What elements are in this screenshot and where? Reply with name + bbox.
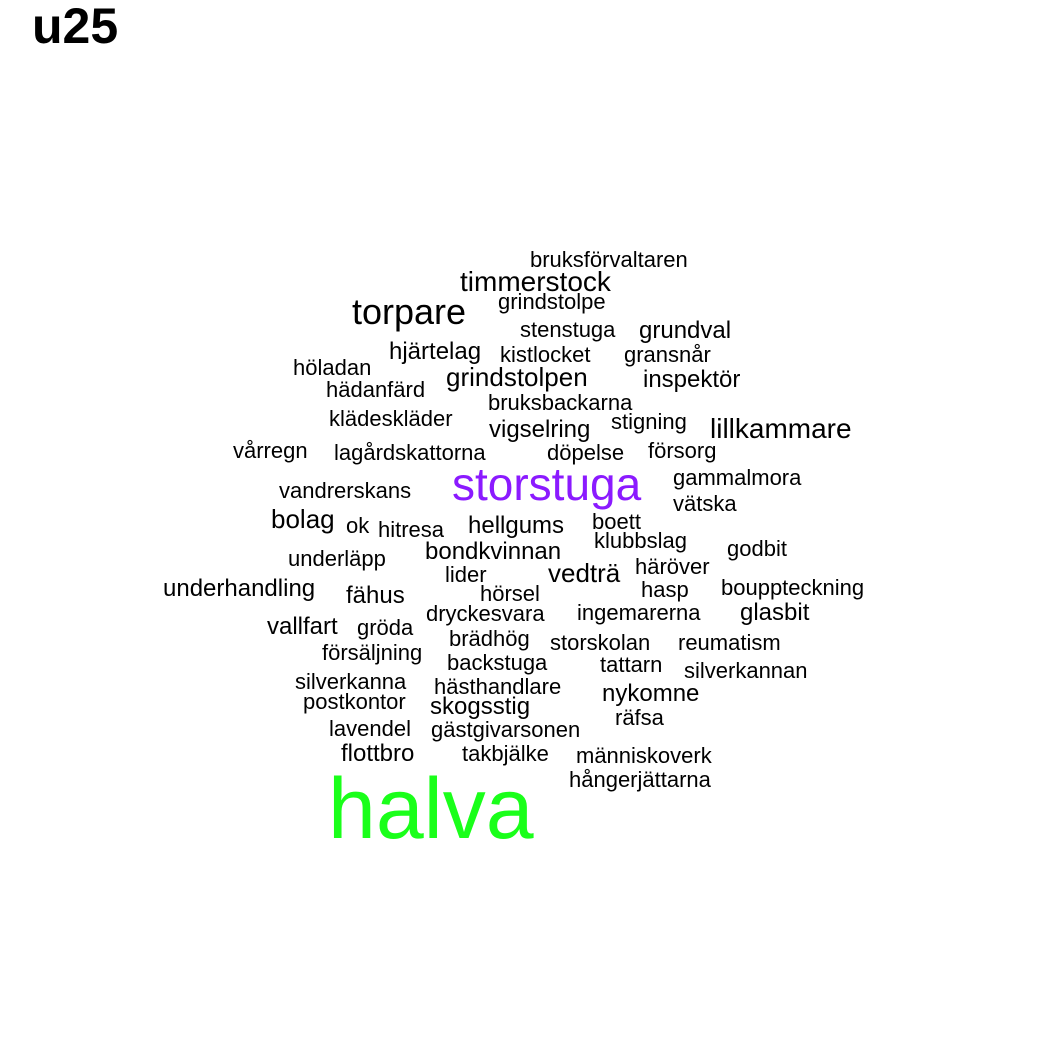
word-2: torpare [352, 291, 466, 332]
word-52: gröda [357, 615, 414, 640]
word-30: bruksbackarna [488, 390, 633, 415]
word-21: ingemarerna [577, 600, 701, 625]
word-55: reumatism [678, 630, 781, 655]
word-6: bondkvinnan [425, 538, 561, 565]
word-51: dryckesvara [426, 601, 545, 626]
word-28: höladan [293, 355, 371, 380]
word-46: häröver [635, 554, 710, 579]
word-32: stigning [611, 409, 687, 434]
word-57: backstuga [447, 650, 548, 675]
word-25: stenstuga [520, 317, 616, 342]
word-0: halva [328, 761, 534, 857]
word-8: bolag [271, 504, 335, 534]
word-61: postkontor [303, 689, 406, 714]
word-59: silverkannan [684, 658, 808, 683]
word-42: boett [592, 509, 641, 534]
word-44: godbit [727, 536, 787, 561]
word-47: lider [445, 562, 487, 587]
word-4: lillkammare [710, 413, 852, 444]
word-41: hitresa [378, 517, 445, 542]
word-24: grindstolpe [498, 289, 606, 314]
word-31: klädeskläder [329, 406, 453, 431]
word-53: brädhög [449, 626, 530, 651]
word-40: ok [346, 513, 370, 538]
word-54: storskolan [550, 630, 650, 655]
word-29: hädanfärd [326, 377, 425, 402]
word-66: människoverk [576, 743, 713, 768]
word-15: vallfart [267, 613, 338, 640]
word-14: fähus [346, 582, 405, 609]
word-22: hästhandlare [434, 674, 561, 699]
word-7: vedträ [548, 558, 621, 588]
word-5: grindstolpen [446, 362, 588, 392]
word-56: försäljning [322, 640, 422, 665]
word-60: silverkanna [295, 669, 407, 694]
word-35: döpelse [547, 440, 624, 465]
word-63: lavendel [329, 716, 411, 741]
chart-title: u25 [32, 0, 119, 54]
word-33: vårregn [233, 438, 308, 463]
word-11: grundval [639, 317, 731, 344]
word-9: hellgums [468, 512, 564, 539]
word-3: timmerstock [460, 266, 612, 297]
word-50: bouppteckning [721, 575, 864, 600]
word-10: hjärtelag [389, 338, 481, 365]
word-19: inspektör [643, 366, 740, 393]
word-36: försorg [648, 438, 716, 463]
word-23: bruksförvaltaren [530, 247, 688, 272]
word-48: hörsel [480, 581, 540, 606]
word-17: nykomne [602, 680, 699, 707]
word-34: lagårdskattorna [334, 440, 486, 465]
word-20: skogsstig [430, 693, 530, 720]
word-64: gästgivarsonen [431, 717, 580, 742]
word-49: hasp [641, 577, 689, 602]
word-39: vätska [673, 491, 737, 516]
word-38: vandrerskans [279, 478, 411, 503]
word-27: gransnår [624, 342, 711, 367]
word-67: hångerjättarna [569, 767, 712, 792]
word-18: flottbro [341, 740, 414, 767]
word-16: glasbit [740, 599, 810, 626]
word-13: underhandling [163, 575, 315, 602]
word-45: underläpp [288, 546, 386, 571]
word-62: räfsa [615, 705, 665, 730]
word-26: kistlocket [500, 342, 590, 367]
word-65: takbjälke [462, 741, 549, 766]
word-43: klubbslag [594, 528, 687, 553]
word-58: tattarn [600, 652, 662, 677]
word-1: storstuga [452, 458, 642, 510]
word-12: vigselring [489, 416, 590, 443]
word-37: gammalmora [673, 465, 802, 490]
